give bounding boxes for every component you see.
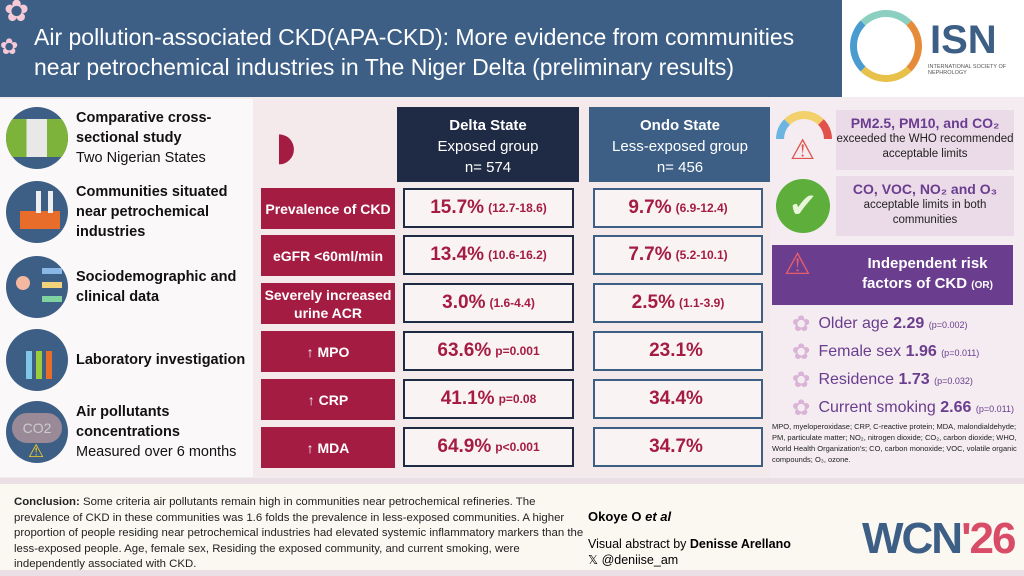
- flower-icon: ✿: [792, 395, 811, 420]
- ondo-value-cell: 34.4%: [593, 379, 763, 419]
- method-title: Sociodemographic and clinical data: [76, 269, 237, 305]
- method-title: Communities situated near petrochemical …: [76, 184, 228, 240]
- method-item: Communities situated near petrochemical …: [6, 181, 253, 243]
- delta-header: Delta State Exposed group n= 574: [397, 107, 579, 182]
- method-title: Comparative cross-sectional study: [76, 110, 212, 146]
- acceptable-limits-box: CO, VOC, NO₂ and O₃ acceptable limits in …: [836, 176, 1014, 236]
- factory-icon: [6, 181, 68, 243]
- method-item: Sociodemographic and clinical data: [6, 256, 253, 318]
- author: Okoye O et al: [588, 509, 672, 524]
- check-icon: ✔: [776, 179, 830, 233]
- ondo-value-cell: 2.5% (1.1-3.9): [593, 283, 763, 323]
- exceeded-limits-box: PM2.5, PM10, and CO₂ exceeded the WHO rec…: [836, 110, 1014, 170]
- ondo-value-cell: 23.1%: [593, 331, 763, 371]
- delta-value-cell: 63.6% p=0.001: [403, 331, 574, 371]
- delta-value-cell: 64.9% p<0.001: [403, 427, 574, 467]
- ondo-header: Ondo State Less-exposed group n= 456: [589, 107, 771, 182]
- abbreviations-footnote: MPO, myeloperoxidase; CRP, C-reactive pr…: [772, 422, 1017, 464]
- results-table: ◗ Delta State Exposed group n= 574 Ondo St…: [253, 99, 771, 477]
- page-title: Air pollution-associated CKD(APA-CKD): M…: [34, 24, 795, 80]
- x-icon: 𝕏: [588, 553, 599, 567]
- warning-icon: ⚠: [790, 134, 816, 165]
- row-label: Prevalence of CKD: [261, 188, 395, 229]
- method-item: Laboratory investigation: [6, 329, 245, 391]
- cherry-blossom-icon: ✿: [0, 34, 19, 59]
- method-title: Air pollutants concentrations: [76, 404, 180, 440]
- laboratory-icon: [6, 329, 68, 391]
- flower-icon: ✿: [792, 367, 811, 392]
- flower-icon: ✿: [792, 311, 811, 336]
- co2-cloud-icon: CO2 ⚠: [6, 401, 68, 463]
- risk-factors-banner: ⚠ Independent risk factors of CKD (OR): [772, 245, 1013, 305]
- patient-data-icon: [6, 256, 68, 318]
- delta-value-cell: 13.4% (10.6-16.2): [403, 235, 574, 275]
- risk-factor-item: ✿ Current smoking 2.66 (p=0.011): [792, 395, 1014, 420]
- method-title: Laboratory investigation: [76, 352, 246, 368]
- conclusion-panel: Conclusion: Some criteria air pollutants…: [0, 484, 1024, 570]
- delta-value-cell: 41.1% p=0.08: [403, 379, 574, 419]
- nigeria-flag-icon: [6, 107, 68, 169]
- row-label: Severely increased urine ACR: [261, 283, 395, 324]
- delta-value-cell: 3.0% (1.6-4.4): [403, 283, 574, 323]
- methods-column: Comparative cross-sectional study Two Nig…: [0, 99, 253, 477]
- method-item: CO2 ⚠ Air pollutants concentrations Measur…: [6, 401, 253, 463]
- risk-factor-item: ✿ Older age 2.29 (p=0.002): [792, 311, 968, 336]
- flower-icon: ✿: [792, 339, 811, 364]
- isn-ring-icon: [850, 10, 922, 82]
- risk-factor-item: ✿ Female sex 1.96 (p=0.011): [792, 339, 980, 364]
- folding-fan-icon: ◗: [265, 106, 308, 184]
- visual-abstract-credit: Visual abstract by Denisse Arellano 𝕏 @de…: [588, 537, 791, 567]
- row-label: ↑ MDA: [261, 427, 395, 468]
- footer: Conclusion: Some criteria air pollutants…: [0, 478, 1024, 576]
- wcn-logo: WCN'26: [862, 514, 1017, 563]
- isn-logo: ISN INTERNATIONAL SOCIETY OF NEPHROLOGY: [842, 0, 1024, 97]
- gauge-icon: [776, 111, 832, 139]
- warning-icon: ⚠: [28, 441, 45, 461]
- method-detail: Two Nigerian States: [76, 150, 206, 166]
- ondo-value-cell: 34.7%: [593, 427, 763, 467]
- ondo-value-cell: 9.7% (6.9-12.4): [593, 188, 763, 228]
- findings-column: ⚠ PM2.5, PM10, and CO₂ exceeded the WHO r…: [770, 99, 1024, 477]
- twitter-handle[interactable]: @deniise_am: [601, 553, 679, 567]
- cherry-blossom-icon: ✿: [4, 0, 30, 28]
- logo-text: ISN: [930, 18, 997, 62]
- kidney-warning-icon: ⚠: [784, 248, 811, 281]
- row-label: eGFR <60ml/min: [261, 235, 395, 276]
- method-detail: Measured over 6 months: [76, 444, 237, 460]
- row-label: ↑ CRP: [261, 379, 395, 420]
- delta-value-cell: 15.7% (12.7-18.6): [403, 188, 574, 228]
- conclusion-text: Conclusion: Some criteria air pollutants…: [14, 496, 584, 571]
- row-label: ↑ MPO: [261, 331, 395, 372]
- method-item: Comparative cross-sectional study Two Nig…: [6, 107, 253, 169]
- logo-subtext: INTERNATIONAL SOCIETY OF NEPHROLOGY: [928, 64, 1007, 76]
- ondo-value-cell: 7.7% (5.2-10.1): [593, 235, 763, 275]
- risk-factor-item: ✿ Residence 1.73 (p=0.032): [792, 367, 973, 392]
